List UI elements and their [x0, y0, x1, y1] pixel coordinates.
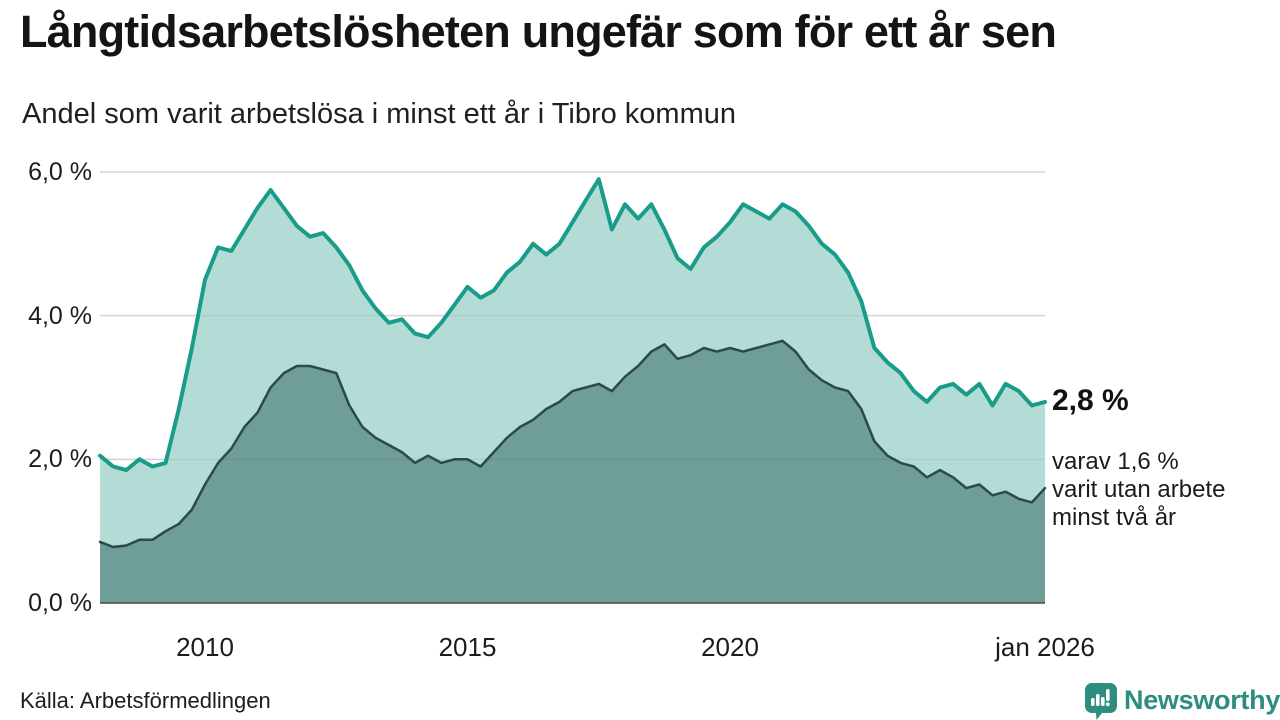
x-tick-2020: 2020 — [701, 632, 759, 662]
x-tick-2015: 2015 — [438, 632, 497, 662]
latest-value-detail: varav 1,6 % varit utan arbete minst två … — [1052, 448, 1225, 532]
y-tick-4: 4,0 % — [28, 301, 92, 330]
newsworthy-logo-icon — [1085, 683, 1117, 720]
latest-value-label: 2,8 % — [1052, 384, 1129, 417]
source-credit: Källa: Arbetsförmedlingen — [20, 688, 271, 713]
area-at-least-two-years — [100, 340, 1045, 603]
detail-line-2: varit utan arbete — [1052, 476, 1226, 503]
detail-line-1: varav 1,6 % — [1052, 448, 1179, 475]
y-tick-0: 0,0 % — [28, 589, 92, 617]
detail-line-3: minst två år — [1052, 504, 1177, 531]
x-tick-2010: 2010 — [176, 632, 234, 662]
line-at-least-two-years — [98, 339, 1047, 549]
newsworthy-logo: Newsworthy — [1085, 683, 1280, 720]
page-subtitle: Andel som varit arbetslösa i minst ett å… — [22, 98, 736, 130]
gridlines-overlay — [100, 171, 1045, 461]
y-tick-6: 6,0 % — [28, 158, 92, 186]
line-total-at-least-one-year — [98, 177, 1047, 473]
page-title: Långtidsarbetslösheten ungefär som för e… — [20, 6, 1057, 57]
y-tick-2: 2,0 % — [28, 445, 92, 474]
newsworthy-wordmark: Newsworthy — [1124, 685, 1280, 715]
x-tick-jan-2026: jan 2026 — [995, 632, 1095, 662]
